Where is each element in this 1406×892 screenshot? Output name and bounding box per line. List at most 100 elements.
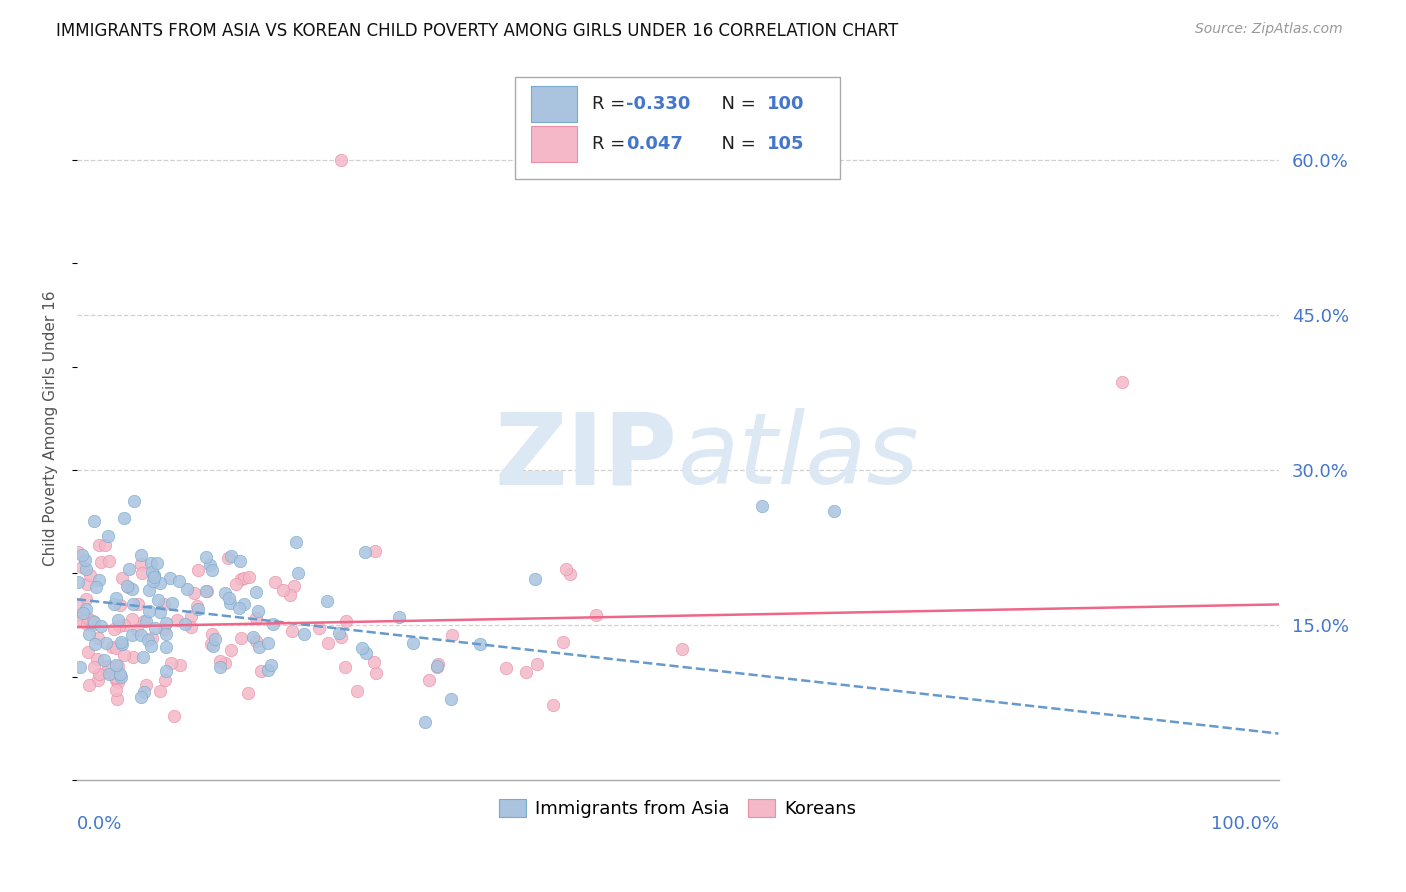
Koreans	[231, 631, 253, 645]
Koreans	[121, 612, 143, 626]
Koreans	[308, 621, 330, 635]
Immigrants from Asia	[93, 653, 115, 667]
Legend: Immigrants from Asia, Koreans: Immigrants from Asia, Koreans	[491, 789, 865, 827]
Immigrants from Asia	[84, 581, 107, 595]
Koreans	[195, 583, 218, 598]
Koreans	[441, 628, 464, 642]
Immigrants from Asia	[110, 669, 132, 683]
Koreans	[153, 622, 176, 636]
Koreans	[76, 611, 98, 625]
Immigrants from Asia	[173, 617, 195, 632]
Koreans	[80, 618, 103, 632]
Immigrants from Asia	[98, 667, 121, 681]
Y-axis label: Child Poverty Among Girls Under 16: Child Poverty Among Girls Under 16	[44, 291, 58, 566]
Immigrants from Asia	[149, 605, 172, 619]
Koreans	[219, 643, 242, 657]
Koreans	[183, 585, 205, 599]
Koreans	[427, 657, 450, 671]
Koreans	[87, 631, 110, 645]
Immigrants from Asia	[139, 556, 162, 570]
Immigrants from Asia	[129, 548, 152, 562]
Text: 0.0%: 0.0%	[77, 815, 122, 833]
Koreans	[149, 683, 172, 698]
Immigrants from Asia	[83, 615, 105, 630]
Koreans	[83, 660, 105, 674]
Koreans	[526, 657, 548, 671]
Text: 100.0%: 100.0%	[1211, 815, 1278, 833]
Koreans	[201, 626, 224, 640]
Text: R =: R =	[592, 95, 631, 113]
Immigrants from Asia	[354, 647, 377, 661]
Koreans	[125, 623, 148, 637]
Koreans	[76, 616, 98, 631]
Koreans	[366, 665, 388, 680]
Koreans	[127, 597, 149, 611]
Immigrants from Asia	[245, 585, 267, 599]
Koreans	[1111, 376, 1133, 390]
Koreans	[225, 577, 247, 591]
Immigrants from Asia	[262, 616, 284, 631]
Immigrants from Asia	[87, 573, 110, 587]
Immigrants from Asia	[823, 504, 845, 518]
Immigrants from Asia	[139, 639, 162, 653]
Koreans	[67, 608, 90, 623]
FancyBboxPatch shape	[531, 126, 576, 162]
Koreans	[316, 636, 339, 650]
Koreans	[98, 554, 121, 568]
Immigrants from Asia	[440, 691, 463, 706]
Koreans	[70, 560, 93, 574]
Koreans	[77, 645, 100, 659]
Immigrants from Asia	[149, 576, 172, 591]
Koreans	[153, 597, 176, 611]
Immigrants from Asia	[107, 613, 129, 627]
Koreans	[335, 614, 357, 628]
Immigrants from Asia	[415, 714, 437, 729]
Immigrants from Asia	[138, 604, 160, 618]
Immigrants from Asia	[228, 600, 250, 615]
Koreans	[187, 563, 209, 577]
Immigrants from Asia	[246, 603, 269, 617]
Koreans	[70, 613, 93, 627]
Koreans	[108, 598, 131, 612]
Immigrants from Asia	[387, 610, 409, 624]
Immigrants from Asia	[129, 690, 152, 705]
Koreans	[363, 655, 385, 669]
Koreans	[107, 674, 129, 689]
Koreans	[67, 599, 90, 613]
Koreans	[217, 551, 239, 566]
Immigrants from Asia	[112, 511, 135, 525]
Koreans	[166, 613, 188, 627]
Immigrants from Asia	[155, 627, 177, 641]
Immigrants from Asia	[72, 606, 94, 620]
Immigrants from Asia	[142, 574, 165, 589]
Koreans	[418, 673, 440, 688]
Immigrants from Asia	[70, 548, 93, 562]
Koreans	[278, 589, 301, 603]
Koreans	[104, 670, 127, 684]
Koreans	[283, 579, 305, 593]
Immigrants from Asia	[426, 659, 449, 673]
Immigrants from Asia	[118, 562, 141, 576]
Immigrants from Asia	[77, 626, 100, 640]
Koreans	[214, 656, 236, 670]
Immigrants from Asia	[204, 632, 226, 646]
Koreans	[245, 633, 267, 648]
Immigrants from Asia	[228, 554, 250, 568]
Text: 100: 100	[766, 95, 804, 113]
Text: IMMIGRANTS FROM ASIA VS KOREAN CHILD POVERTY AMONG GIRLS UNDER 16 CORRELATION CH: IMMIGRANTS FROM ASIA VS KOREAN CHILD POV…	[56, 22, 898, 40]
Immigrants from Asia	[292, 626, 315, 640]
Koreans	[555, 562, 578, 576]
Immigrants from Asia	[146, 592, 169, 607]
Immigrants from Asia	[142, 568, 165, 582]
Koreans	[134, 615, 156, 629]
Immigrants from Asia	[257, 636, 280, 650]
Koreans	[135, 678, 157, 692]
Koreans	[558, 566, 581, 581]
Immigrants from Asia	[103, 597, 125, 611]
Koreans	[200, 637, 222, 651]
Koreans	[76, 577, 98, 591]
Koreans	[97, 659, 120, 673]
Koreans	[515, 665, 537, 679]
Immigrants from Asia	[214, 586, 236, 600]
Immigrants from Asia	[146, 556, 169, 570]
